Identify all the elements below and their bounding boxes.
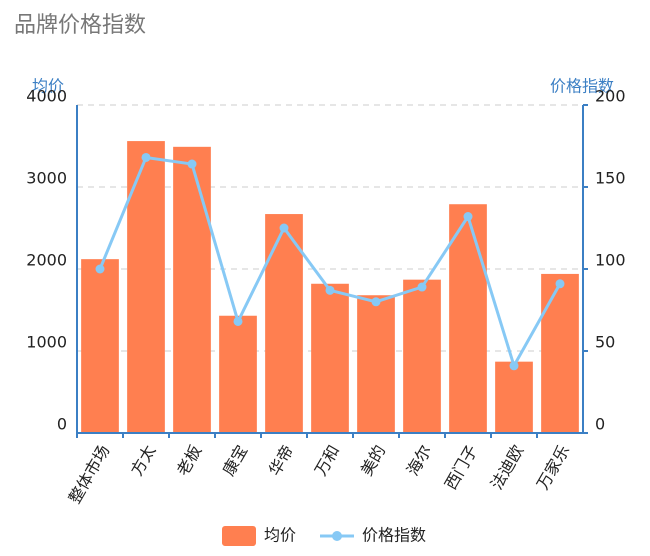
y-tick-label: 0 <box>57 415 67 434</box>
point <box>95 264 105 274</box>
x-tick-label: 整体市场 <box>65 442 113 507</box>
bar <box>357 295 395 433</box>
point <box>325 285 335 295</box>
bar <box>127 141 165 433</box>
bar <box>449 204 487 433</box>
y-tick-label: 2000 <box>26 251 67 270</box>
x-tick-label: 老板 <box>173 442 205 479</box>
x-tick-label: 万家乐 <box>533 442 573 493</box>
x-tick-label: 美的 <box>357 442 389 479</box>
x-tick-label: 法迪欧 <box>487 442 527 493</box>
bar <box>541 273 579 433</box>
x-tick-label: 万和 <box>311 442 343 479</box>
bar <box>403 279 441 433</box>
legend-label: 均价 <box>264 526 296 545</box>
y2-tick-label: 100 <box>595 251 626 270</box>
point <box>509 361 519 371</box>
y-tick-label: 4000 <box>26 87 67 106</box>
x-tick-label: 西门子 <box>441 442 481 493</box>
point <box>233 316 243 326</box>
bar <box>81 259 119 433</box>
legend-swatch <box>332 531 342 541</box>
bar <box>311 283 349 433</box>
bar <box>219 315 257 433</box>
point <box>555 279 565 289</box>
y2-tick-label: 200 <box>595 87 626 106</box>
x-tick-label: 海尔 <box>403 442 435 479</box>
point <box>279 223 289 233</box>
y-axis-label: 均价 <box>32 77 64 96</box>
bar <box>495 361 533 433</box>
y-tick-label: 1000 <box>26 333 67 352</box>
y-tick-label: 3000 <box>26 169 67 188</box>
y2-tick-label: 50 <box>595 333 615 352</box>
point <box>417 282 427 292</box>
point <box>371 297 381 307</box>
bar <box>173 146 211 433</box>
chart-title: 品牌价格指数 <box>14 13 146 38</box>
legend-swatch <box>222 526 256 546</box>
y2-tick-label: 150 <box>595 169 626 188</box>
point <box>187 159 197 169</box>
point <box>141 152 151 162</box>
y2-tick-label: 0 <box>595 415 605 434</box>
x-tick-label: 华帝 <box>265 442 297 479</box>
x-tick-label: 方太 <box>127 442 159 479</box>
x-tick-label: 康宝 <box>219 442 251 479</box>
point <box>463 212 473 222</box>
y2-axis-label: 价格指数 <box>550 77 614 96</box>
legend-label: 价格指数 <box>362 526 426 545</box>
